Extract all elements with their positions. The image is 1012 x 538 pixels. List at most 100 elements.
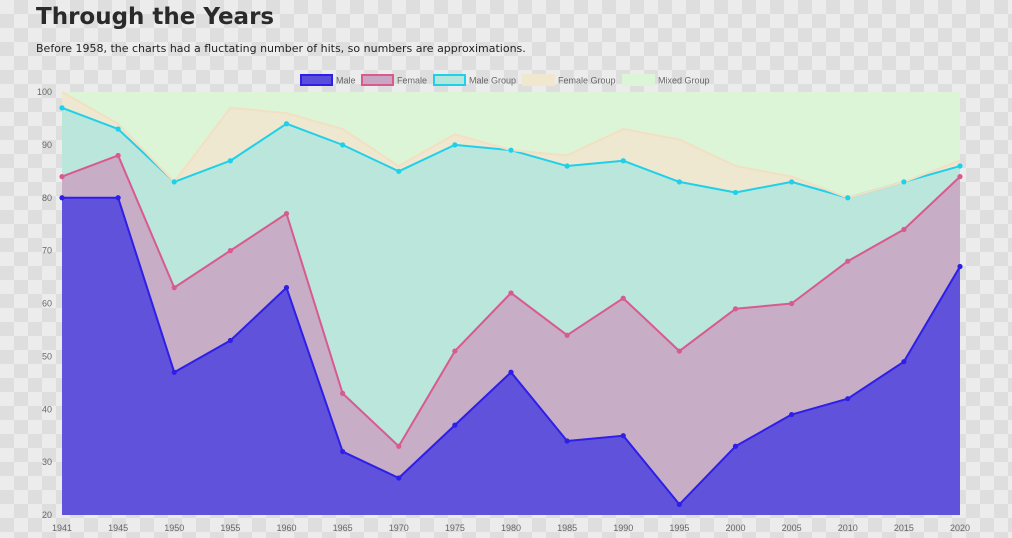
y-tick-60: 60 bbox=[42, 299, 52, 309]
point-male-group-1965[interactable] bbox=[340, 142, 346, 148]
point-male-group-1990[interactable] bbox=[620, 158, 626, 164]
point-male-2010[interactable] bbox=[845, 396, 851, 402]
point-male-1985[interactable] bbox=[564, 438, 570, 444]
point-male-group-2015[interactable] bbox=[901, 179, 907, 185]
x-tick-1960: 1960 bbox=[276, 523, 296, 533]
area-male bbox=[62, 197, 960, 515]
series-points bbox=[59, 105, 963, 508]
legend-item-female-group[interactable]: Female Group bbox=[522, 74, 616, 86]
point-female-1980[interactable] bbox=[508, 290, 514, 296]
point-male-2015[interactable] bbox=[901, 359, 907, 365]
x-axis: 1941 1945 1950 1955 1960 1965 1970 1975 1980 1985… bbox=[52, 523, 970, 533]
point-female-1950[interactable] bbox=[171, 285, 177, 291]
legend-swatch-female-group bbox=[522, 74, 555, 86]
x-tick-1970: 1970 bbox=[389, 523, 409, 533]
point-male-1941[interactable] bbox=[59, 195, 65, 201]
y-tick-20: 20 bbox=[42, 510, 52, 520]
page-subtitle: Before 1958, the charts had a fluctating… bbox=[36, 42, 526, 55]
point-male-1955[interactable] bbox=[227, 337, 233, 344]
legend-item-male-group[interactable]: Male Group bbox=[433, 74, 516, 86]
x-tick-2015: 2015 bbox=[894, 523, 914, 533]
legend-label-female: Female bbox=[397, 76, 427, 86]
point-female-1990[interactable] bbox=[620, 295, 626, 301]
x-tick-1985: 1985 bbox=[557, 523, 577, 533]
x-tick-1995: 1995 bbox=[669, 523, 689, 533]
point-female-1965[interactable] bbox=[340, 390, 346, 396]
point-male-group-2010[interactable] bbox=[845, 195, 851, 201]
legend-item-female[interactable]: Female bbox=[361, 74, 427, 86]
legend-swatch-male-group bbox=[433, 74, 466, 86]
point-male-group-1950[interactable] bbox=[171, 179, 177, 185]
point-male-1945[interactable] bbox=[115, 195, 121, 201]
point-female-2005[interactable] bbox=[789, 300, 795, 307]
point-male-1960[interactable] bbox=[283, 285, 290, 291]
x-tick-1975: 1975 bbox=[445, 523, 465, 533]
area-fills bbox=[62, 92, 960, 516]
point-female-2020[interactable] bbox=[957, 174, 963, 180]
point-male-group-2005[interactable] bbox=[789, 179, 795, 185]
point-female-1955[interactable] bbox=[227, 248, 233, 254]
point-male-2020[interactable] bbox=[957, 263, 963, 270]
legend[interactable]: Male Female Male Group Female Group Mixed Gr… bbox=[300, 74, 710, 86]
point-female-1975[interactable] bbox=[452, 348, 458, 354]
legend-label-male-group: Male Group bbox=[469, 76, 516, 86]
point-female-2010[interactable] bbox=[845, 258, 851, 264]
point-female-1941[interactable] bbox=[59, 174, 65, 180]
point-male-group-1970[interactable] bbox=[396, 168, 402, 174]
point-male-1950[interactable] bbox=[171, 369, 177, 375]
x-tick-2020: 2020 bbox=[950, 523, 970, 533]
point-male-group-1955[interactable] bbox=[227, 158, 233, 164]
x-tick-1990: 1990 bbox=[613, 523, 633, 533]
y-tick-80: 80 bbox=[42, 193, 52, 203]
point-male-1965[interactable] bbox=[340, 448, 346, 455]
point-female-1985[interactable] bbox=[564, 332, 570, 338]
point-male-2005[interactable] bbox=[789, 411, 795, 418]
point-female-1960[interactable] bbox=[283, 211, 290, 217]
legend-label-male: Male bbox=[336, 76, 356, 86]
legend-item-mixed-group[interactable]: Mixed Group bbox=[622, 74, 710, 86]
legend-label-mixed-group: Mixed Group bbox=[658, 76, 710, 86]
page-title: Through the Years bbox=[36, 4, 275, 30]
point-male-group-1941[interactable] bbox=[59, 105, 65, 111]
legend-swatch-female bbox=[361, 74, 394, 86]
point-male-group-1995[interactable] bbox=[676, 179, 682, 185]
y-tick-50: 50 bbox=[42, 351, 52, 361]
point-male-1975[interactable] bbox=[452, 422, 458, 428]
point-male-group-2000[interactable] bbox=[732, 189, 739, 196]
y-axis: 20 30 40 50 60 70 80 90 100 bbox=[37, 87, 52, 520]
y-tick-40: 40 bbox=[42, 404, 52, 414]
x-tick-1950: 1950 bbox=[164, 523, 184, 533]
point-female-1970[interactable] bbox=[396, 443, 402, 449]
x-tick-1941: 1941 bbox=[52, 523, 72, 533]
point-male-group-1945[interactable] bbox=[115, 126, 121, 132]
point-male-1980[interactable] bbox=[508, 369, 514, 375]
point-male-2000[interactable] bbox=[732, 443, 739, 449]
x-tick-1980: 1980 bbox=[501, 523, 521, 533]
x-tick-1955: 1955 bbox=[220, 523, 240, 533]
point-male-group-2020[interactable] bbox=[957, 163, 963, 169]
point-female-1945[interactable] bbox=[115, 152, 121, 159]
point-female-2000[interactable] bbox=[732, 306, 739, 312]
point-male-group-1985[interactable] bbox=[564, 163, 570, 169]
point-male-1970[interactable] bbox=[396, 475, 402, 481]
y-tick-70: 70 bbox=[42, 246, 52, 256]
y-tick-100: 100 bbox=[37, 87, 52, 97]
point-male-1990[interactable] bbox=[620, 433, 626, 439]
x-tick-1965: 1965 bbox=[333, 523, 353, 533]
legend-swatch-mixed-group bbox=[622, 74, 655, 86]
point-male-group-1975[interactable] bbox=[452, 142, 458, 148]
x-tick-2005: 2005 bbox=[782, 523, 802, 533]
point-male-group-1960[interactable] bbox=[283, 121, 290, 127]
legend-item-male[interactable]: Male bbox=[300, 74, 356, 86]
x-tick-1945: 1945 bbox=[108, 523, 128, 533]
point-male-group-1980[interactable] bbox=[508, 147, 514, 153]
point-female-2015[interactable] bbox=[901, 226, 907, 233]
point-male-1995[interactable] bbox=[676, 501, 682, 508]
x-tick-2000: 2000 bbox=[725, 523, 745, 533]
x-tick-2010: 2010 bbox=[838, 523, 858, 533]
y-tick-30: 30 bbox=[42, 457, 52, 467]
point-female-1995[interactable] bbox=[676, 348, 682, 354]
legend-swatch-male bbox=[300, 74, 333, 86]
y-tick-90: 90 bbox=[42, 140, 52, 150]
